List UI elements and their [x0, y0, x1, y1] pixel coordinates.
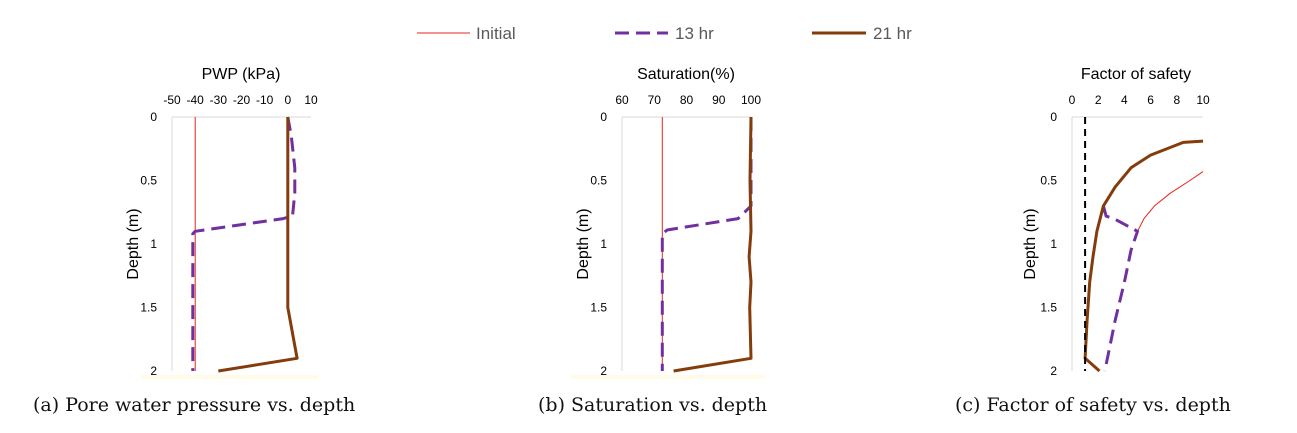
legend-label-1: 13 hr — [675, 24, 714, 43]
series-line-21-hr — [673, 116, 753, 373]
y-tick-label: 2 — [600, 364, 607, 378]
x-tick-label: -40 — [186, 93, 204, 107]
y-tick-label: 0 — [600, 110, 607, 124]
x-tick-label: 90 — [712, 93, 726, 107]
y-tick-label: 0.5 — [590, 174, 607, 188]
y-tick-label: 0.5 — [140, 174, 157, 188]
y-axis-label: Depth (m) — [575, 208, 592, 279]
y-tick-label: 1.5 — [590, 301, 607, 315]
caption-c: (c) Factor of safety vs. depth — [955, 394, 1231, 416]
x-tick-label: 80 — [680, 93, 694, 107]
x-tick-label: 0 — [1069, 93, 1076, 107]
x-tick-label: 70 — [648, 93, 662, 107]
x-tick-label: 60 — [615, 93, 629, 107]
series-line-13-hr — [1101, 205, 1139, 372]
legend-label-2: 21 hr — [873, 24, 912, 43]
series-line-21-hr — [1083, 139, 1204, 373]
y-axis-label: Depth (m) — [1022, 208, 1039, 279]
chart-title: PWP (kPa) — [202, 66, 281, 83]
x-tick-label: 0 — [284, 93, 291, 107]
x-tick-label: -20 — [233, 93, 251, 107]
x-tick-label: 6 — [1147, 93, 1154, 107]
legend: Initial 13 hr 21 hr — [417, 24, 912, 43]
chart-pwp-vs-depth: PWP (kPa) -50 -40 -30 -20 -10 0 10 0 0.5 1 1.5 2 Dept… — [125, 66, 318, 379]
chart-saturation-vs-depth: Saturation(%) 60 70 80 90 100 0 0.5 1 1.5 2 Depth (… — [571, 66, 765, 379]
y-tick-label: 1 — [1050, 237, 1057, 251]
chart-title: Factor of safety — [1081, 66, 1191, 83]
x-tick-label: -50 — [163, 93, 181, 107]
series-line-13-hr — [191, 116, 297, 371]
y-tick-label: 1 — [600, 237, 607, 251]
caption-a: (a) Pore water pressure vs. depth — [33, 394, 356, 416]
x-tick-label: 2 — [1095, 93, 1102, 107]
series-line-13-hr — [660, 117, 753, 371]
x-tick-label: 100 — [741, 93, 761, 107]
y-tick-label: 1.5 — [1040, 301, 1057, 315]
y-tick-label: 1 — [150, 237, 157, 251]
y-tick-label: 0.5 — [1040, 174, 1057, 188]
y-tick-label: 2 — [1050, 364, 1057, 378]
y-tick-label: 1.5 — [140, 301, 157, 315]
x-tick-label: -30 — [210, 93, 228, 107]
series-line-initial — [1137, 171, 1204, 232]
plot-bottom-band — [571, 375, 765, 379]
y-tick-label: 0 — [1050, 110, 1057, 124]
chart-title: Saturation(%) — [637, 66, 735, 83]
chart-factor-of-safety-vs-depth: Factor of safety 0 2 4 6 8 10 0 0.5 1 1.5 2 Depth (m… — [1022, 66, 1210, 378]
x-tick-label: -10 — [256, 93, 274, 107]
series-line-21-hr — [218, 117, 299, 373]
legend-label-0: Initial — [476, 24, 516, 43]
y-axis-label: Depth (m) — [125, 208, 142, 279]
x-tick-label: 4 — [1121, 93, 1128, 107]
x-tick-label: 10 — [304, 93, 318, 107]
plot-bottom-band — [141, 375, 318, 379]
y-tick-label: 0 — [150, 110, 157, 124]
x-tick-label: 8 — [1173, 93, 1180, 107]
y-tick-label: 2 — [150, 364, 157, 378]
caption-b: (b) Saturation vs. depth — [538, 394, 768, 416]
x-tick-label: 10 — [1196, 93, 1210, 107]
